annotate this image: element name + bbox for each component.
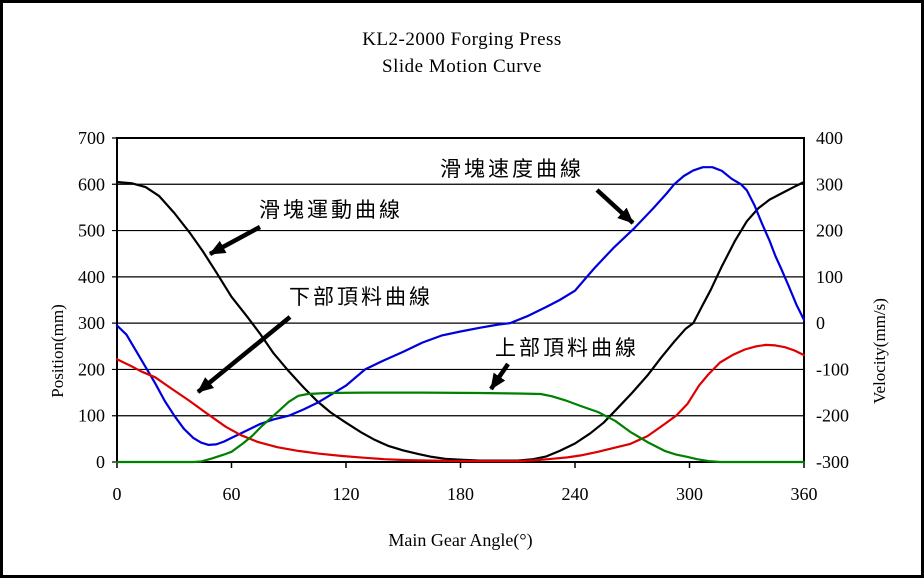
x-tick-label-60: 60 [223, 484, 241, 504]
y-right-tick-label-100: 100 [816, 267, 843, 287]
annotation-label-lower-ejector: 下部頂料曲線 [289, 285, 433, 309]
x-tick-label-180: 180 [447, 484, 474, 504]
curve-lower-ejector [115, 343, 806, 463]
axis-labels: 70060050040030020010004003002001000-100-… [48, 128, 889, 551]
y-left-tick-label-700: 700 [78, 128, 105, 148]
curve-upper-ejector [115, 391, 806, 464]
y-left-tick-label-100: 100 [78, 406, 105, 426]
y-right-tick-label--200: -200 [816, 406, 849, 426]
y-left-tick-label-300: 300 [78, 313, 105, 333]
annotation-label-slide-motion: 滑塊運動曲線 [259, 198, 403, 222]
chart-title-line1: KL2-2000 Forging Press [362, 29, 562, 50]
plot-border-rect [116, 137, 805, 463]
y-left-tick-label-600: 600 [78, 174, 105, 194]
y-left-tick-label-200: 200 [78, 359, 105, 379]
annotation-arrow-slide-motion [208, 225, 262, 256]
annotation-label-slide-velocity: 滑塊速度曲線 [440, 157, 584, 181]
x-tick-label-360: 360 [791, 484, 818, 504]
y-right-tick-label-200: 200 [816, 221, 843, 241]
annotation-label-upper-ejector: 上部頂料曲線 [495, 336, 639, 360]
x-axis-title: Main Gear Angle(°) [388, 530, 532, 551]
gridlines [112, 137, 804, 463]
y-right-tick-label--300: -300 [816, 452, 849, 472]
y-left-tick-label-0: 0 [96, 452, 105, 472]
chart-title-line2: Slide Motion Curve [382, 56, 542, 77]
chart-canvas: 70060050040030020010004003002001000-100-… [48, 128, 889, 551]
x-tick-label-300: 300 [676, 484, 703, 504]
y-right-tick-label-400: 400 [816, 128, 843, 148]
y-right-tick-label-300: 300 [816, 174, 843, 194]
plot-border [116, 137, 805, 463]
annotation-arrow-slide-velocity [595, 188, 635, 225]
axis-ticks [116, 462, 805, 468]
y-right-tick-label--100: -100 [816, 359, 849, 379]
y-left-tick-label-500: 500 [78, 221, 105, 241]
annotation-arrow-lower-ejector [196, 315, 292, 394]
x-tick-label-120: 120 [333, 484, 360, 504]
y-left-axis-title: Position(mm) [48, 304, 67, 398]
curve-slide-velocity [115, 166, 806, 446]
curve-slide-position [115, 180, 806, 462]
y-right-tick-label-0: 0 [816, 313, 825, 333]
y-right-axis-title: Velocity(mm/s) [870, 298, 889, 404]
y-left-tick-label-400: 400 [78, 267, 105, 287]
curves [115, 166, 806, 464]
x-tick-label-240: 240 [562, 484, 589, 504]
x-tick-label-0: 0 [113, 484, 122, 504]
annotation-arrow-upper-ejector [489, 362, 510, 391]
